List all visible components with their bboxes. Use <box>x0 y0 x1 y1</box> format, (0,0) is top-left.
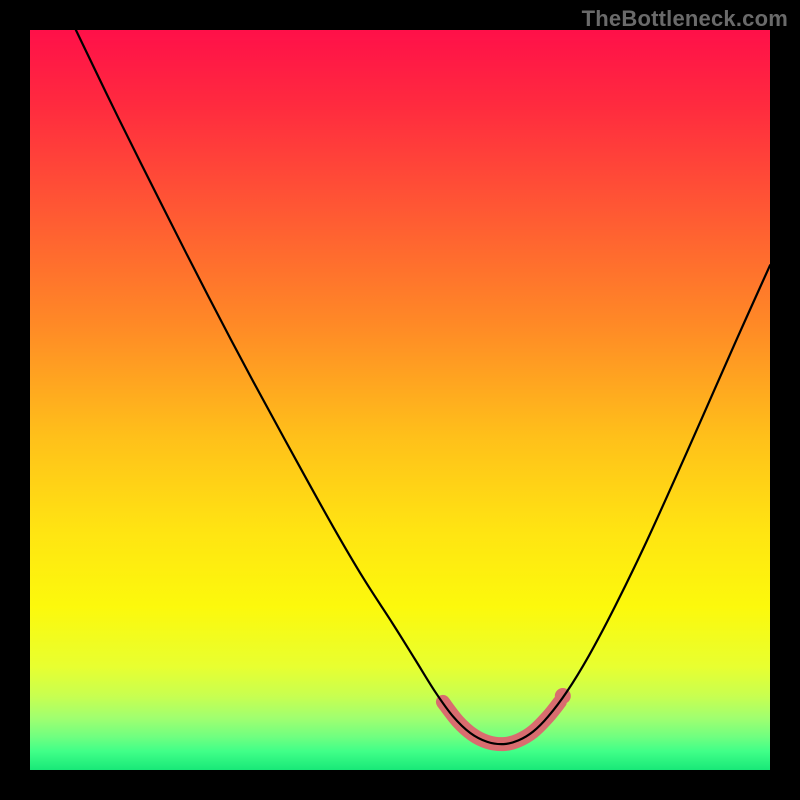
watermark-text: TheBottleneck.com <box>582 6 788 32</box>
chart-container: TheBottleneck.com <box>0 0 800 800</box>
chart-svg <box>0 0 800 800</box>
plot-gradient-background <box>30 30 770 770</box>
